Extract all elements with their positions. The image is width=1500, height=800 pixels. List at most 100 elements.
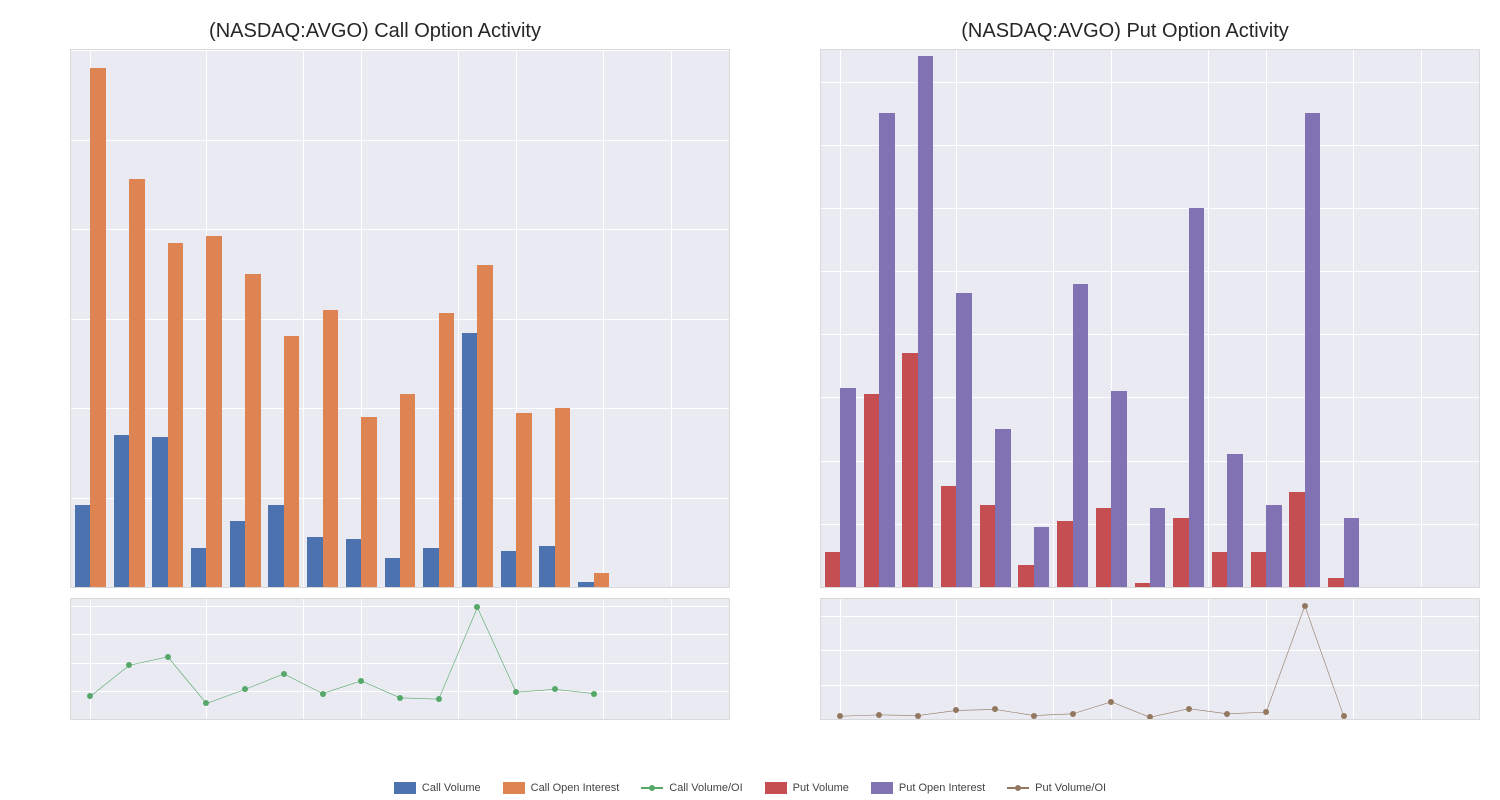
- bar: [385, 558, 400, 587]
- bar: [1057, 521, 1072, 587]
- x-tick-label: Jul 21: [289, 719, 318, 720]
- bar: [918, 56, 933, 587]
- bar: [956, 293, 971, 587]
- x-tick-label: Jul 15: [826, 719, 855, 720]
- bar: [980, 505, 995, 587]
- call-panel: (NASDAQ:AVGO) Call Option Activity 050k1…: [20, 20, 730, 720]
- bar: [268, 505, 283, 587]
- figure: (NASDAQ:AVGO) Call Option Activity 050k1…: [0, 0, 1500, 800]
- bar: [191, 548, 206, 587]
- y-tick-label: 100k: [820, 265, 821, 277]
- put-panel-title: (NASDAQ:AVGO) Put Option Activity: [770, 20, 1480, 43]
- line-marker: [1302, 603, 1308, 609]
- bar: [323, 310, 338, 587]
- bar: [245, 274, 260, 587]
- bar: [1135, 583, 1150, 587]
- y-tick-label: 100k: [70, 402, 71, 414]
- bar: [1189, 208, 1204, 587]
- bar: [400, 394, 415, 587]
- y-tick-label: 0: [820, 581, 821, 588]
- bar: [1150, 508, 1165, 587]
- put-panel: (NASDAQ:AVGO) Put Option Activity 020k40…: [770, 20, 1480, 720]
- bar: [516, 413, 531, 587]
- bar: [1173, 518, 1188, 587]
- bar: [879, 113, 894, 587]
- legend-item: Call Open Interest: [503, 782, 620, 794]
- bar: [346, 539, 361, 587]
- put-ratio-plot: 0100200300Jul 152024Jul 18Jul 21Jul 24Ju…: [820, 598, 1480, 720]
- call-main-plot: 050k100k150k200k250k300k: [70, 49, 730, 588]
- y-tick-label: 300k: [70, 49, 71, 56]
- line-marker: [591, 691, 597, 697]
- x-tick-label: Jul 27: [443, 719, 472, 720]
- bar: [1096, 508, 1111, 587]
- bar: [1305, 113, 1320, 587]
- line-marker: [281, 671, 287, 677]
- line-marker: [1186, 706, 1192, 712]
- line-marker: [876, 712, 882, 718]
- legend-swatch: [394, 782, 416, 794]
- bar: [477, 265, 492, 587]
- bar: [578, 582, 593, 587]
- bar: [423, 548, 438, 587]
- bar: [152, 437, 167, 587]
- legend-item: Call Volume/OI: [641, 782, 742, 794]
- line-marker: [320, 691, 326, 697]
- legend-swatch: [765, 782, 787, 794]
- line-marker: [165, 654, 171, 660]
- put-plot-area: 020k40k60k80k100k120k140k160k 0100200300…: [820, 49, 1480, 720]
- bar: [90, 68, 105, 587]
- line-marker: [1147, 714, 1153, 720]
- bar: [206, 236, 221, 587]
- legend-line-icon: [641, 782, 663, 794]
- bar: [864, 394, 879, 587]
- bar: [539, 546, 554, 587]
- line-marker: [1031, 713, 1037, 719]
- bar: [75, 505, 90, 587]
- legend: Call Volume Call Open Interest Call Volume…: [0, 782, 1500, 794]
- x-tick-label: Jul 27: [1193, 719, 1222, 720]
- y-tick-label: 0: [70, 581, 71, 588]
- line-marker: [1070, 711, 1076, 717]
- y-tick-label: 140k: [820, 139, 821, 151]
- bar: [825, 552, 840, 587]
- y-tick-label: 160k: [820, 76, 821, 88]
- x-tick-label: Aug 5: [657, 719, 686, 720]
- legend-label: Put Volume: [793, 782, 849, 794]
- legend-label: Call Open Interest: [531, 782, 620, 794]
- x-tick-label: Aug 5: [1407, 719, 1436, 720]
- legend-line-icon: [1007, 782, 1029, 794]
- bar: [1266, 505, 1281, 587]
- legend-item: Put Volume: [765, 782, 849, 794]
- bar: [501, 551, 516, 587]
- call-panel-title: (NASDAQ:AVGO) Call Option Activity: [20, 20, 730, 43]
- legend-label: Call Volume: [422, 782, 481, 794]
- x-tick-label: Jul 24: [1097, 719, 1126, 720]
- legend-item: Put Open Interest: [871, 782, 985, 794]
- x-tick-label: Jul 30: [1251, 719, 1280, 720]
- bar: [1344, 518, 1359, 587]
- legend-label: Put Open Interest: [899, 782, 985, 794]
- y-tick-label: 80k: [820, 328, 821, 340]
- legend-swatch: [871, 782, 893, 794]
- line-marker: [915, 713, 921, 719]
- bar: [168, 243, 183, 587]
- line-marker: [436, 696, 442, 702]
- legend-item: Call Volume: [394, 782, 481, 794]
- x-tick-label: Jul 18: [942, 719, 971, 720]
- bar: [1328, 578, 1343, 587]
- y-tick-label: 20k: [820, 518, 821, 530]
- y-tick-label: 200k: [70, 223, 71, 235]
- bar: [361, 417, 376, 587]
- bar: [1034, 527, 1049, 587]
- y-tick-label: 150k: [70, 313, 71, 325]
- x-tick-label: Jul 21: [1039, 719, 1068, 720]
- bar: [902, 353, 917, 587]
- legend-item: Put Volume/OI: [1007, 782, 1106, 794]
- bar: [1251, 552, 1266, 587]
- bar: [129, 179, 144, 587]
- legend-label: Put Volume/OI: [1035, 782, 1106, 794]
- x-tick-label: Jul 18: [192, 719, 221, 720]
- x-tick-label: Aug 2: [1339, 719, 1368, 720]
- bar: [1111, 391, 1126, 587]
